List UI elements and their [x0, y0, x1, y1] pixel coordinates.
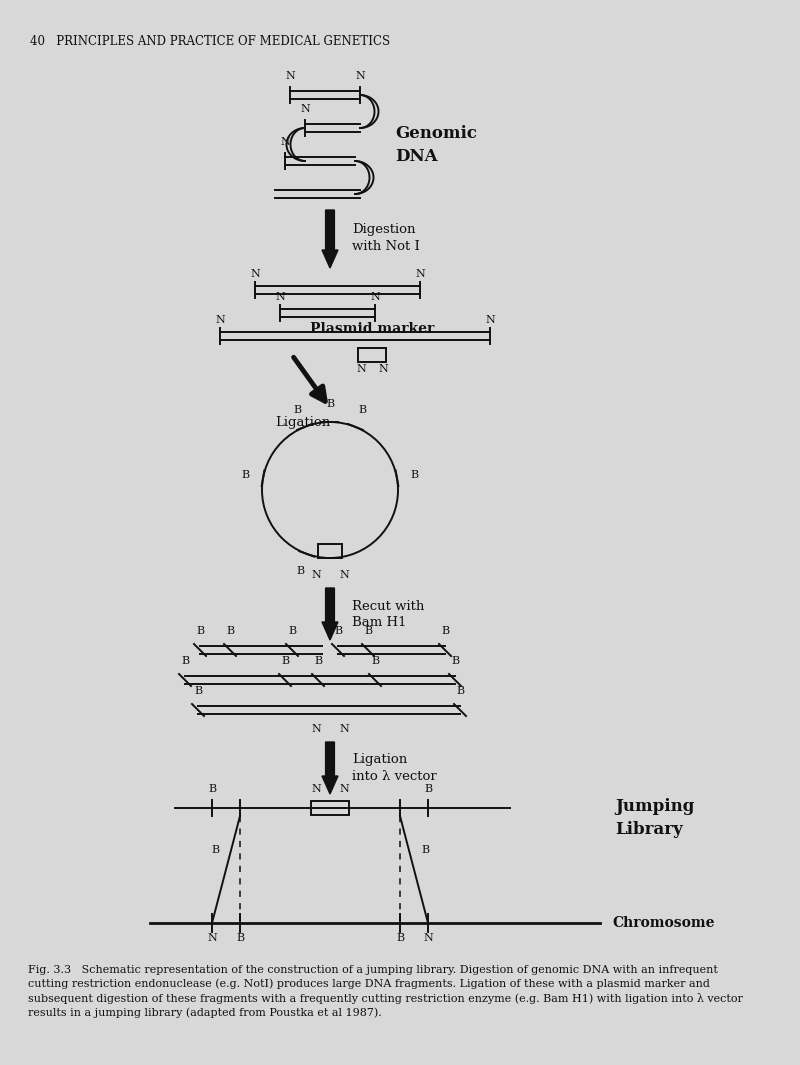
Text: B: B — [181, 656, 189, 666]
Text: B: B — [294, 406, 302, 415]
Text: N: N — [356, 364, 366, 374]
Text: N: N — [311, 724, 321, 734]
Text: N: N — [423, 933, 433, 943]
Text: B: B — [226, 626, 234, 636]
Text: N: N — [285, 71, 295, 81]
Text: Genomic
DNA: Genomic DNA — [395, 126, 477, 165]
Text: N: N — [275, 292, 285, 302]
Text: N: N — [415, 269, 425, 279]
Polygon shape — [322, 742, 338, 794]
Text: N: N — [378, 364, 388, 374]
Bar — [311, 801, 349, 815]
Text: Ligation
into λ vector: Ligation into λ vector — [352, 754, 437, 783]
Text: N: N — [207, 933, 217, 943]
Text: N: N — [339, 784, 349, 794]
Text: B: B — [288, 626, 296, 636]
Text: Fig. 3.3   Schematic representation of the construction of a jumping library. Di: Fig. 3.3 Schematic representation of the… — [28, 965, 743, 1017]
Text: B: B — [451, 656, 459, 666]
Text: B: B — [396, 933, 404, 943]
Text: N: N — [311, 570, 321, 580]
Text: B: B — [424, 784, 432, 794]
Text: B: B — [196, 626, 204, 636]
Text: B: B — [334, 626, 342, 636]
Text: N: N — [280, 137, 290, 147]
Text: B: B — [358, 406, 366, 415]
Text: B: B — [410, 470, 418, 480]
Text: N: N — [339, 570, 349, 580]
Text: 40   PRINCIPLES AND PRACTICE OF MEDICAL GENETICS: 40 PRINCIPLES AND PRACTICE OF MEDICAL GE… — [30, 35, 390, 48]
Text: N: N — [300, 104, 310, 114]
Bar — [318, 544, 342, 558]
Text: Digestion
with Not I: Digestion with Not I — [352, 224, 420, 252]
Text: B: B — [208, 784, 216, 794]
Text: B: B — [326, 399, 334, 409]
Text: N: N — [250, 269, 260, 279]
Text: N: N — [215, 315, 225, 325]
Text: B: B — [281, 656, 289, 666]
Text: N: N — [339, 724, 349, 734]
Text: B: B — [371, 656, 379, 666]
Text: B: B — [364, 626, 372, 636]
Text: B: B — [456, 686, 464, 697]
Text: B: B — [242, 470, 250, 480]
Text: B: B — [194, 686, 202, 697]
Text: B: B — [314, 656, 322, 666]
Text: Ligation: Ligation — [275, 416, 330, 429]
Text: Jumping
Library: Jumping Library — [615, 799, 694, 837]
Polygon shape — [322, 588, 338, 640]
Text: Chromosome: Chromosome — [612, 916, 714, 930]
Text: Plasmid marker: Plasmid marker — [310, 322, 434, 335]
Polygon shape — [322, 210, 338, 268]
Text: B: B — [421, 845, 429, 855]
Text: N: N — [485, 315, 495, 325]
Bar — [358, 348, 386, 362]
Text: B: B — [297, 566, 305, 576]
Text: Recut with
Bam H1: Recut with Bam H1 — [352, 600, 424, 628]
Text: N: N — [311, 784, 321, 794]
Text: B: B — [211, 845, 219, 855]
Text: B: B — [441, 626, 449, 636]
Text: N: N — [355, 71, 365, 81]
Text: N: N — [370, 292, 380, 302]
Text: B: B — [236, 933, 244, 943]
